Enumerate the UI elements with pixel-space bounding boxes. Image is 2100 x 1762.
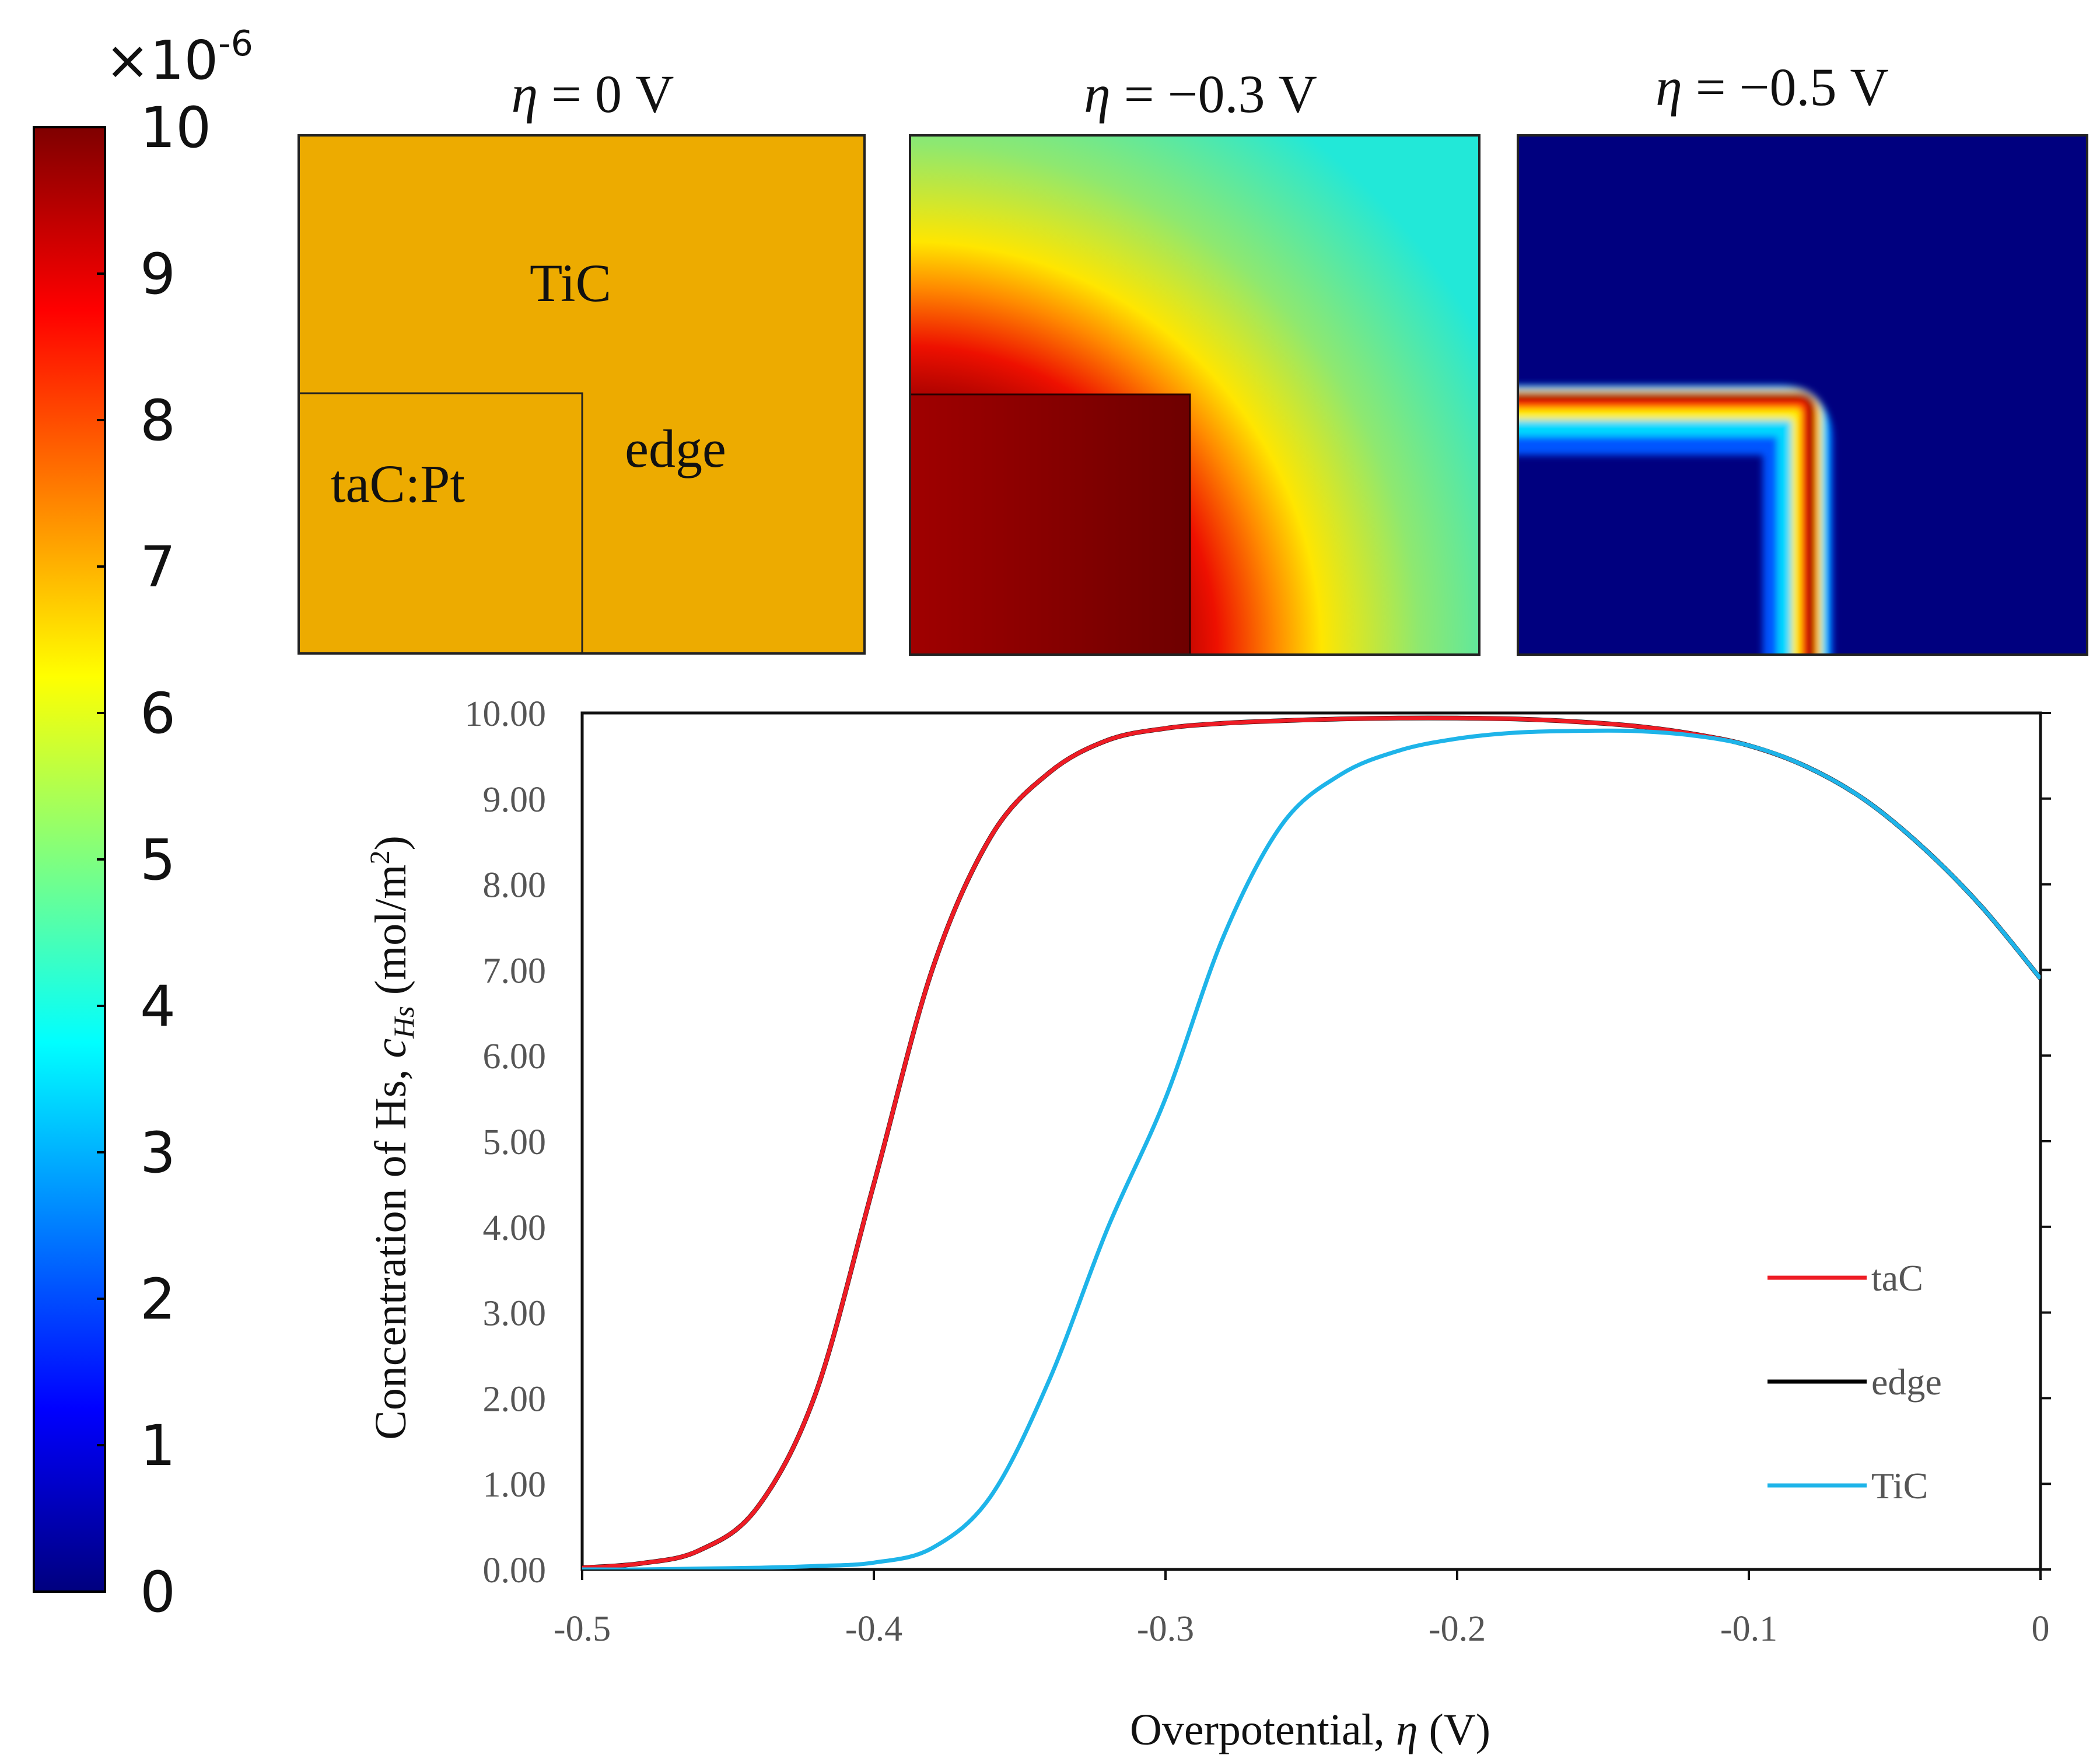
line-chart: 0.00 1.00 2.00 3.00 4.00 5.00 6.00 7.00 8.00 9.00… <box>365 694 2051 1754</box>
x-axis-ticks: -0.5 -0.4 -0.3 -0.2 -0.1 0 <box>554 1569 2050 1649</box>
colorbar-tick-label: 3 <box>140 1120 176 1186</box>
y-tick-label: 6.00 <box>483 1037 547 1076</box>
edge-label: edge <box>625 419 726 478</box>
legend: taC edge TiC <box>1768 1257 1942 1506</box>
y-tick-label: 7.00 <box>483 951 547 991</box>
colorbar-tick-label: 10 <box>140 95 211 160</box>
legend-label: edge <box>1871 1361 1942 1403</box>
y-tick-label: 5.00 <box>483 1123 547 1162</box>
plot-area <box>580 711 2042 1571</box>
y-tick-label: 3.00 <box>483 1294 547 1334</box>
y-axis-label: Concentration of Hs, cHs (mol/m2) <box>365 835 420 1440</box>
series-line-tic <box>582 728 2041 1569</box>
tic-label: TiC <box>530 253 611 313</box>
x-tick-label: -0.5 <box>554 1609 611 1649</box>
colorbar-tick-label: 1 <box>140 1413 176 1478</box>
colorbar-tick-label: 4 <box>140 974 176 1039</box>
x-axis-label: Overpotential, η (V) <box>1130 1705 1490 1754</box>
colorbar-exponent: ×10-6 <box>105 23 253 92</box>
legend-label: TiC <box>1871 1465 1928 1506</box>
colorbar-tick-label: 0 <box>140 1560 176 1625</box>
tac-region <box>910 393 1191 655</box>
x-tick-label: -0.2 <box>1429 1609 1486 1649</box>
colorbar-tick-label: 6 <box>140 681 176 746</box>
y-tick-label: 2.00 <box>483 1379 547 1419</box>
y-axis-ticks: 0.00 1.00 2.00 3.00 4.00 5.00 6.00 7.00 8.00 9.00… <box>465 694 2051 1590</box>
y-tick-label: 1.00 <box>483 1465 547 1505</box>
colorbar-tick-label: 8 <box>140 388 176 453</box>
panel-eta-0-5: η = −0.5 V <box>1517 57 2088 656</box>
panel-border <box>1517 134 2088 656</box>
x-tick-label: -0.4 <box>845 1609 902 1649</box>
colorbar-ticks: 0 1 2 3 4 5 6 7 8 9 10 <box>97 95 211 1625</box>
y-tick-label: 10.00 <box>465 694 547 734</box>
y-tick-label: 4.00 <box>483 1208 547 1248</box>
x-tick-label: 0 <box>2032 1609 2050 1649</box>
colorbar-tick-label: 5 <box>140 827 176 893</box>
colorbar-tick-label: 9 <box>140 242 176 307</box>
edge-band <box>1518 385 1833 655</box>
panel-eta-0-3: η = −0.3 V <box>909 64 1480 656</box>
colorbar-tick-label: 2 <box>140 1267 176 1332</box>
y-tick-label: 9.00 <box>483 780 547 820</box>
panel-title: η = 0 V <box>512 64 674 124</box>
tac-region <box>298 392 583 655</box>
tac-label: taC:Pt <box>331 454 465 513</box>
y-tick-label: 0.00 <box>483 1551 547 1590</box>
y-tick-label: 8.00 <box>483 866 547 906</box>
panel-border <box>909 134 1480 656</box>
panel-eta-0: η = 0 V TiC taC:Pt edge <box>298 64 866 655</box>
colorbar: ×10-6 0 1 2 3 4 5 6 7 8 9 10 <box>33 23 253 1625</box>
panel-title: η = −0.3 V <box>1084 64 1317 124</box>
panel-title: η = −0.5 V <box>1656 57 1889 117</box>
colorbar-tick-label: 7 <box>140 534 176 600</box>
legend-label: taC <box>1871 1257 1923 1299</box>
series-lines <box>582 715 2041 1569</box>
colorbar-gradient <box>33 126 106 1593</box>
x-tick-label: -0.3 <box>1137 1609 1194 1649</box>
x-tick-label: -0.1 <box>1720 1609 1777 1649</box>
